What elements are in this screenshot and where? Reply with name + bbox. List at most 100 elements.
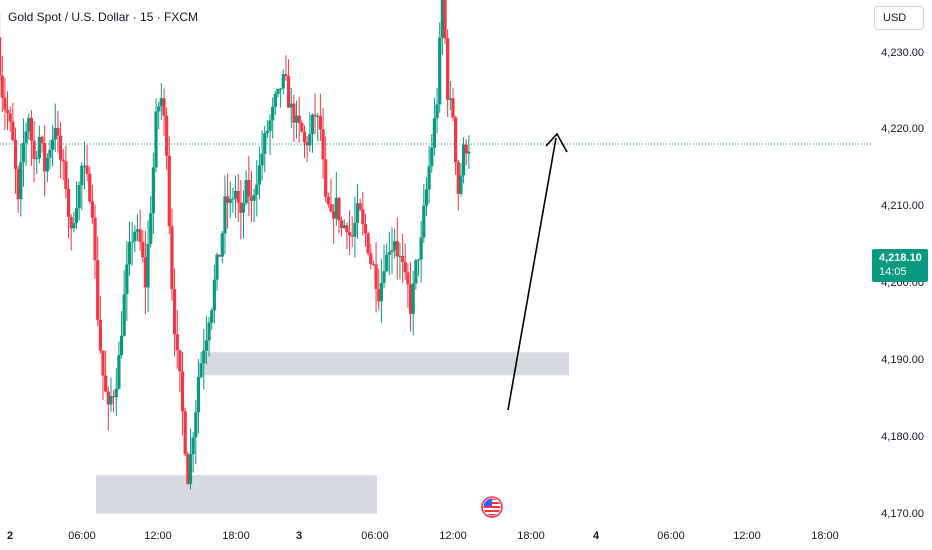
time-tick-label: 12:00	[439, 530, 467, 542]
candle-body	[196, 377, 201, 413]
candle-body	[37, 136, 41, 159]
candle-body	[268, 120, 272, 131]
candle-body	[183, 411, 187, 454]
time-tick-label: 2	[6, 530, 14, 542]
candle-body	[324, 159, 328, 197]
candle-body	[48, 149, 52, 158]
candle-body	[172, 289, 177, 335]
candle-body	[377, 289, 381, 302]
candle-body	[265, 130, 269, 134]
time-tick-label: 06:00	[68, 530, 96, 542]
us-flag-event-icon[interactable]	[481, 496, 503, 518]
candle-body	[215, 254, 219, 280]
symbol-title: Gold Spot / U.S. Dollar · 15 · FXCM	[8, 10, 199, 24]
candle-body	[0, 75, 4, 98]
candle-body	[32, 140, 36, 159]
candle-body	[56, 127, 60, 136]
candle-body	[332, 211, 336, 219]
candle-body	[96, 260, 100, 320]
candle-body	[430, 147, 434, 167]
candle-body	[133, 231, 137, 242]
candle-body	[345, 225, 349, 233]
time-tick-label: 18:00	[517, 530, 545, 542]
candle-body	[101, 350, 105, 376]
currency-button[interactable]: USD	[874, 6, 924, 30]
candle-body	[207, 322, 211, 341]
candle-body	[374, 264, 378, 290]
candle-body	[146, 243, 150, 288]
candle-body	[210, 310, 214, 323]
candle-body	[255, 184, 259, 195]
candle-body	[361, 209, 365, 225]
price-axis[interactable]: 4,170.00 4,180.00 4,190.00 4,200.00 4,210.00…	[872, 0, 932, 550]
candle-body	[64, 161, 68, 189]
candle-body	[162, 98, 166, 116]
candle-body	[385, 254, 389, 272]
support-zone	[204, 352, 569, 376]
candle-body	[355, 203, 360, 223]
candle-body	[316, 115, 320, 117]
candle-body	[117, 354, 121, 389]
candle-body	[440, 0, 444, 38]
candle-body	[308, 134, 312, 146]
candle-body	[154, 111, 158, 168]
candle-body	[175, 334, 179, 351]
candle-body	[143, 257, 148, 288]
candle-body	[340, 220, 344, 228]
candle-body	[424, 189, 429, 206]
candle-body	[35, 158, 39, 160]
candle-body	[241, 203, 246, 213]
candle-body	[8, 113, 12, 122]
candle-body	[233, 191, 238, 199]
price-tick-label: 4,230.00	[881, 46, 924, 59]
candle-body	[138, 229, 142, 242]
candle-body	[363, 224, 368, 234]
candle-body	[135, 229, 140, 232]
candle-body	[112, 396, 116, 398]
support-zone	[96, 475, 377, 514]
candle-body	[281, 74, 285, 89]
candle-body	[371, 263, 376, 265]
candle-body	[51, 139, 55, 150]
candle-body	[212, 279, 216, 311]
candle-body	[292, 103, 296, 123]
candle-body	[82, 165, 87, 167]
candle-body	[289, 103, 293, 108]
candle-body	[446, 38, 450, 100]
candle-body	[11, 121, 15, 141]
price-tick-label: 4,170.00	[881, 507, 924, 520]
candle-body	[186, 453, 190, 485]
candle-body	[408, 284, 413, 314]
candle-body	[21, 143, 26, 163]
candle-body	[451, 98, 455, 118]
candle-body	[127, 241, 132, 265]
arrow-head	[545, 132, 568, 153]
candle-body	[228, 199, 232, 203]
chart-pane[interactable]	[0, 0, 872, 526]
candle-body	[85, 165, 89, 174]
candle-body	[464, 144, 468, 154]
candle-body	[16, 168, 20, 200]
candle-body	[454, 117, 458, 163]
candle-body	[151, 167, 155, 214]
candle-body	[220, 233, 224, 257]
arrow-annotation	[507, 137, 557, 411]
candle-body	[226, 196, 230, 203]
candle-body	[244, 179, 248, 204]
candle-body	[326, 196, 330, 205]
candle-body	[114, 388, 118, 398]
candle-body	[347, 232, 352, 236]
candle-body	[387, 252, 391, 255]
candle-body	[286, 76, 291, 108]
candlestick-chart[interactable]	[0, 0, 872, 526]
candle-body	[276, 88, 280, 94]
time-axis[interactable]: 2 06:00 12:00 18:00 3 06:00 12:00 18:00 4 06:00 12…	[0, 526, 872, 550]
bar-countdown-label: 14:05	[879, 266, 907, 278]
candle-body	[443, 0, 447, 39]
candle-body	[432, 118, 437, 148]
candle-body	[403, 262, 407, 273]
candle-body	[321, 129, 325, 160]
candle-body	[199, 363, 203, 378]
candle-body	[263, 133, 267, 154]
candle-body	[249, 196, 254, 201]
